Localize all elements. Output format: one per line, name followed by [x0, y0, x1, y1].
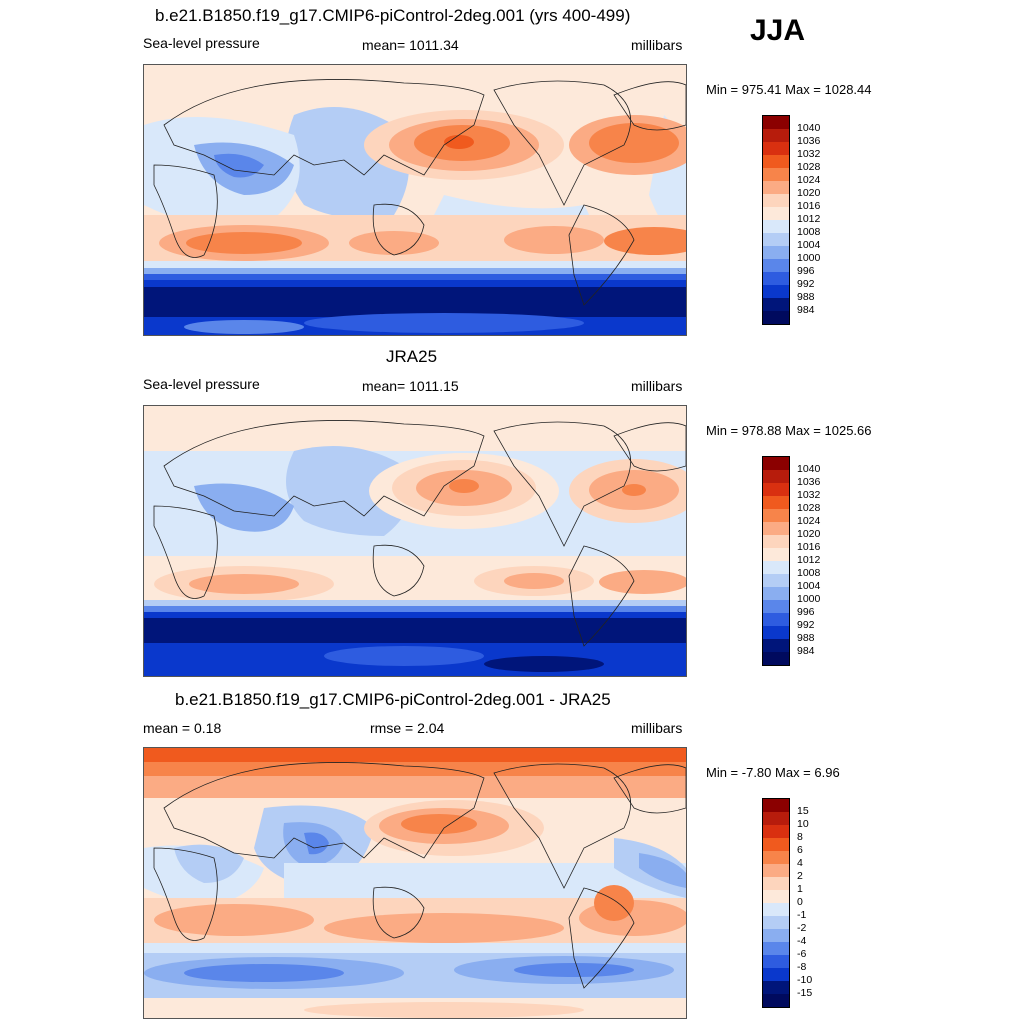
colorbar-label: -8 [797, 961, 807, 973]
colorbar-label: 1024 [797, 515, 821, 527]
colorbar-label: -4 [797, 935, 807, 947]
colorbar-label: 1036 [797, 476, 821, 488]
colorbar-label: 0 [797, 896, 803, 908]
panel-left-label: Sea-level pressure [143, 376, 260, 392]
colorbar-label: 1012 [797, 213, 821, 225]
minmax-label: Min = -7.80 Max = 6.96 [706, 765, 840, 780]
colorbar-label: 2 [797, 870, 803, 882]
colorbar-label: 1004 [797, 580, 821, 592]
slp-map-obs [143, 405, 687, 677]
colorbar-label: 1032 [797, 148, 821, 160]
minmax-label: Min = 975.41 Max = 1028.44 [706, 82, 872, 97]
colorbar-label: 8 [797, 831, 803, 843]
slp-map-model [143, 64, 687, 336]
colorbar-label: 1 [797, 883, 803, 895]
colorbar-label: 1020 [797, 187, 821, 199]
colorbar-label: -10 [797, 974, 813, 986]
colorbar-label: -6 [797, 948, 807, 960]
colorbar-label: 1024 [797, 174, 821, 186]
colorbar-label: 1020 [797, 528, 821, 540]
panel-units-label: millibars [631, 37, 683, 53]
colorbar-label: 984 [797, 304, 815, 316]
panel-title: JRA25 [386, 347, 438, 366]
colorbar-label: 1040 [797, 122, 821, 134]
colorbar-model [762, 115, 790, 325]
colorbar-label: 1040 [797, 463, 821, 475]
colorbar-label: 1000 [797, 593, 821, 605]
panel-units-label: millibars [631, 378, 683, 394]
colorbar-label: 1016 [797, 200, 821, 212]
colorbar-obs [762, 456, 790, 666]
colorbar-label: 1004 [797, 239, 821, 251]
colorbar-label: 996 [797, 606, 815, 618]
colorbar-label: 992 [797, 619, 815, 631]
colorbar-label: 1008 [797, 226, 821, 238]
colorbar-label: 1012 [797, 554, 821, 566]
colorbar-label: 988 [797, 291, 815, 303]
season-label: JJA [750, 14, 806, 47]
colorbar-label: 1000 [797, 252, 821, 264]
colorbar-label: 15 [797, 805, 809, 817]
colorbar-label: 1028 [797, 161, 821, 173]
panel-title: b.e21.B1850.f19_g17.CMIP6-piControl-2deg… [155, 6, 631, 25]
minmax-label: Min = 978.88 Max = 1025.66 [706, 423, 872, 438]
colorbar-label: 10 [797, 818, 809, 830]
colorbar-label: 988 [797, 632, 815, 644]
colorbar-label: 1008 [797, 567, 821, 579]
panel-mean-label: mean= 1011.34 [362, 37, 459, 53]
colorbar-label: 984 [797, 645, 815, 657]
panel-left-label: Sea-level pressure [143, 35, 260, 51]
colorbar-label: -15 [797, 987, 813, 999]
colorbar-label: 996 [797, 265, 815, 277]
colorbar-label: 6 [797, 844, 803, 856]
colorbar-label: 992 [797, 278, 815, 290]
colorbar-label: 1016 [797, 541, 821, 553]
panel-rmse-label: rmse = 2.04 [370, 720, 445, 736]
panel-units-label: millibars [631, 720, 683, 736]
panel-mean-label: mean= 1011.15 [362, 378, 459, 394]
colorbar-label: 1028 [797, 502, 821, 514]
colorbar-label: 1032 [797, 489, 821, 501]
colorbar-label: -2 [797, 922, 807, 934]
colorbar-diff [762, 798, 790, 1008]
panel-left-label: mean = 0.18 [143, 720, 222, 736]
colorbar-label: 4 [797, 857, 803, 869]
colorbar-label: 1036 [797, 135, 821, 147]
slp-diff-map [143, 747, 687, 1019]
colorbar-label: -1 [797, 909, 807, 921]
panel-title: b.e21.B1850.f19_g17.CMIP6-piControl-2deg… [175, 690, 611, 709]
